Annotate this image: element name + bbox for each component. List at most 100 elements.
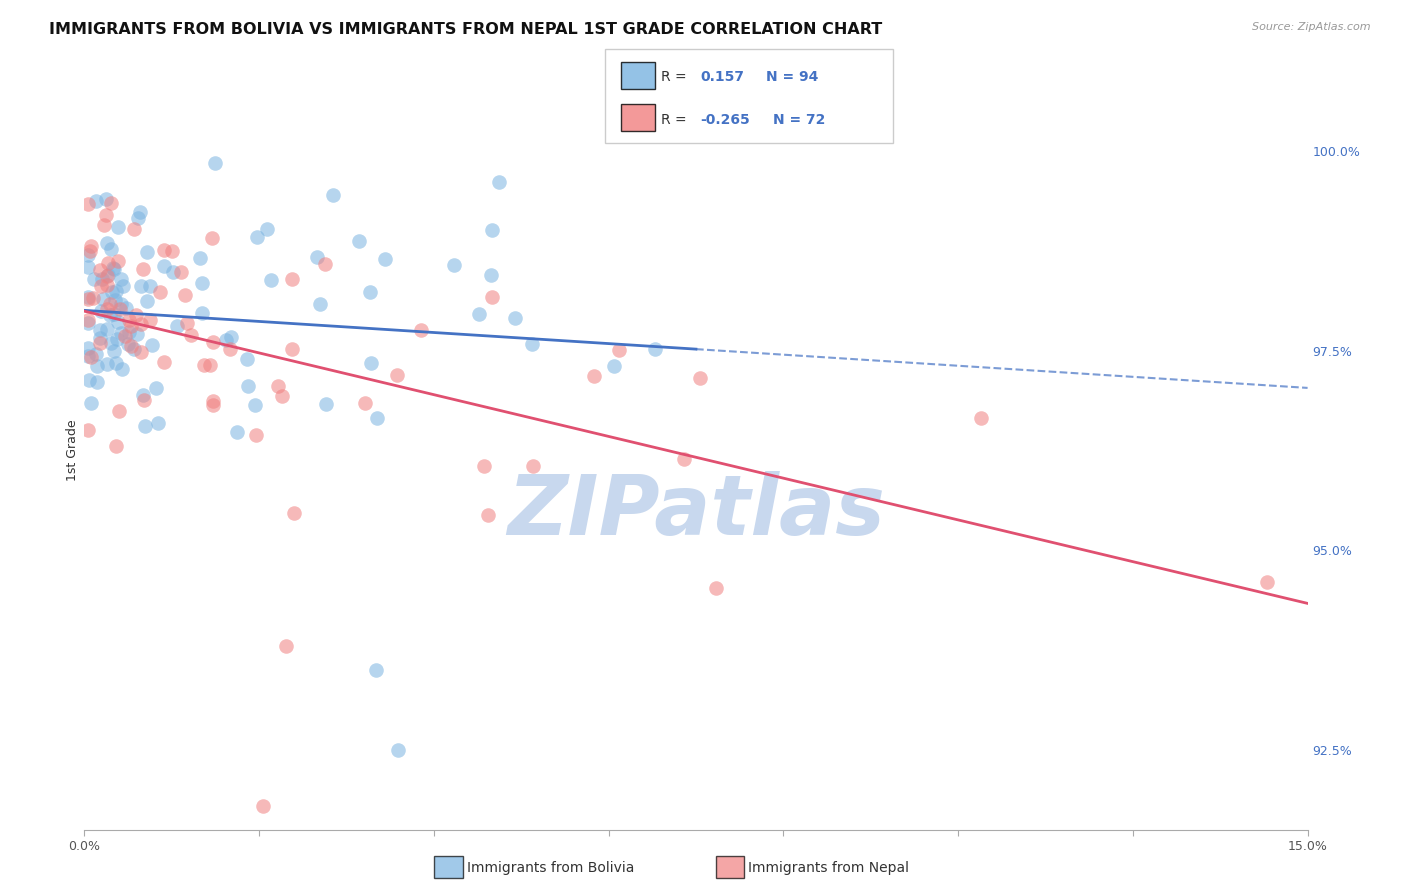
Point: [166, 318, 188, 333]
Point: [238, 379, 260, 393]
Point: [267, 379, 290, 393]
Point: [359, 285, 381, 299]
Point: [100, 308, 122, 322]
Point: [103, 262, 125, 277]
Point: [86, 375, 108, 389]
Point: [315, 397, 337, 411]
Point: [89, 322, 111, 336]
Point: [443, 258, 465, 272]
Point: [77, 372, 100, 386]
Point: [366, 411, 388, 425]
Point: [387, 743, 409, 757]
Point: [82, 291, 104, 305]
Point: [162, 265, 184, 279]
Point: [188, 251, 211, 265]
Point: [111, 361, 134, 376]
Text: 0.157: 0.157: [700, 70, 744, 84]
Point: [481, 289, 503, 303]
Point: [204, 156, 226, 170]
Point: [468, 306, 491, 320]
Point: [77, 248, 100, 262]
Text: Immigrants from Nepal: Immigrants from Nepal: [748, 861, 910, 875]
Point: [100, 285, 122, 299]
Point: [309, 297, 332, 311]
Point: [101, 261, 124, 276]
Point: [97, 255, 120, 269]
Point: [120, 318, 142, 333]
Point: [281, 342, 304, 356]
Point: [522, 458, 544, 473]
Point: [160, 244, 183, 259]
Point: [201, 394, 224, 409]
Point: [173, 288, 195, 302]
Point: [122, 222, 145, 236]
Point: [104, 439, 127, 453]
Point: [129, 278, 152, 293]
Point: [260, 273, 283, 287]
Point: [91, 271, 114, 285]
Point: [603, 359, 626, 374]
Point: [110, 297, 132, 311]
Point: [77, 196, 100, 211]
Text: R =: R =: [661, 112, 686, 127]
Point: [305, 250, 328, 264]
Point: [200, 231, 222, 245]
Text: Immigrants from Bolivia: Immigrants from Bolivia: [467, 861, 634, 875]
Point: [256, 222, 278, 236]
Point: [89, 331, 111, 345]
Point: [148, 416, 170, 430]
Point: [125, 308, 148, 322]
Text: -0.265: -0.265: [700, 112, 749, 127]
Point: [481, 223, 503, 237]
Point: [505, 311, 527, 326]
Point: [129, 345, 152, 359]
Text: N = 94: N = 94: [766, 70, 818, 84]
Text: IMMIGRANTS FROM BOLIVIA VS IMMIGRANTS FROM NEPAL 1ST GRADE CORRELATION CHART: IMMIGRANTS FROM BOLIVIA VS IMMIGRANTS FR…: [49, 22, 883, 37]
Point: [198, 359, 221, 373]
Point: [129, 204, 152, 219]
Point: [115, 301, 138, 316]
Point: [215, 333, 238, 347]
Point: [191, 306, 214, 320]
Point: [689, 370, 711, 384]
Point: [93, 218, 115, 232]
Point: [89, 336, 111, 351]
Point: [252, 798, 274, 813]
Point: [118, 325, 141, 339]
Point: [190, 276, 212, 290]
Point: [246, 230, 269, 244]
Point: [77, 313, 100, 327]
Point: [77, 290, 100, 304]
Point: [103, 344, 125, 359]
Point: [131, 387, 153, 401]
Point: [86, 359, 108, 373]
Point: [79, 351, 101, 365]
Point: [77, 293, 100, 307]
Point: [80, 396, 103, 410]
Point: [139, 313, 162, 327]
Point: [374, 252, 396, 266]
Point: [107, 316, 129, 330]
Point: [94, 208, 117, 222]
Point: [314, 257, 336, 271]
Point: [103, 307, 125, 321]
Y-axis label: 1st Grade: 1st Grade: [66, 419, 79, 482]
Point: [105, 284, 128, 298]
Point: [110, 272, 132, 286]
Point: [107, 220, 129, 235]
Point: [472, 459, 495, 474]
Point: [83, 272, 105, 286]
Point: [385, 368, 408, 382]
Point: [236, 351, 259, 366]
Point: [97, 268, 120, 282]
Point: [129, 317, 152, 331]
Point: [477, 508, 499, 522]
Point: [104, 356, 127, 370]
Point: [120, 339, 142, 353]
Text: ZIPatlas: ZIPatlas: [508, 471, 884, 551]
Point: [219, 330, 242, 344]
Point: [96, 301, 118, 316]
Point: [100, 336, 122, 351]
Point: [280, 272, 302, 286]
Text: Source: ZipAtlas.com: Source: ZipAtlas.com: [1253, 22, 1371, 32]
